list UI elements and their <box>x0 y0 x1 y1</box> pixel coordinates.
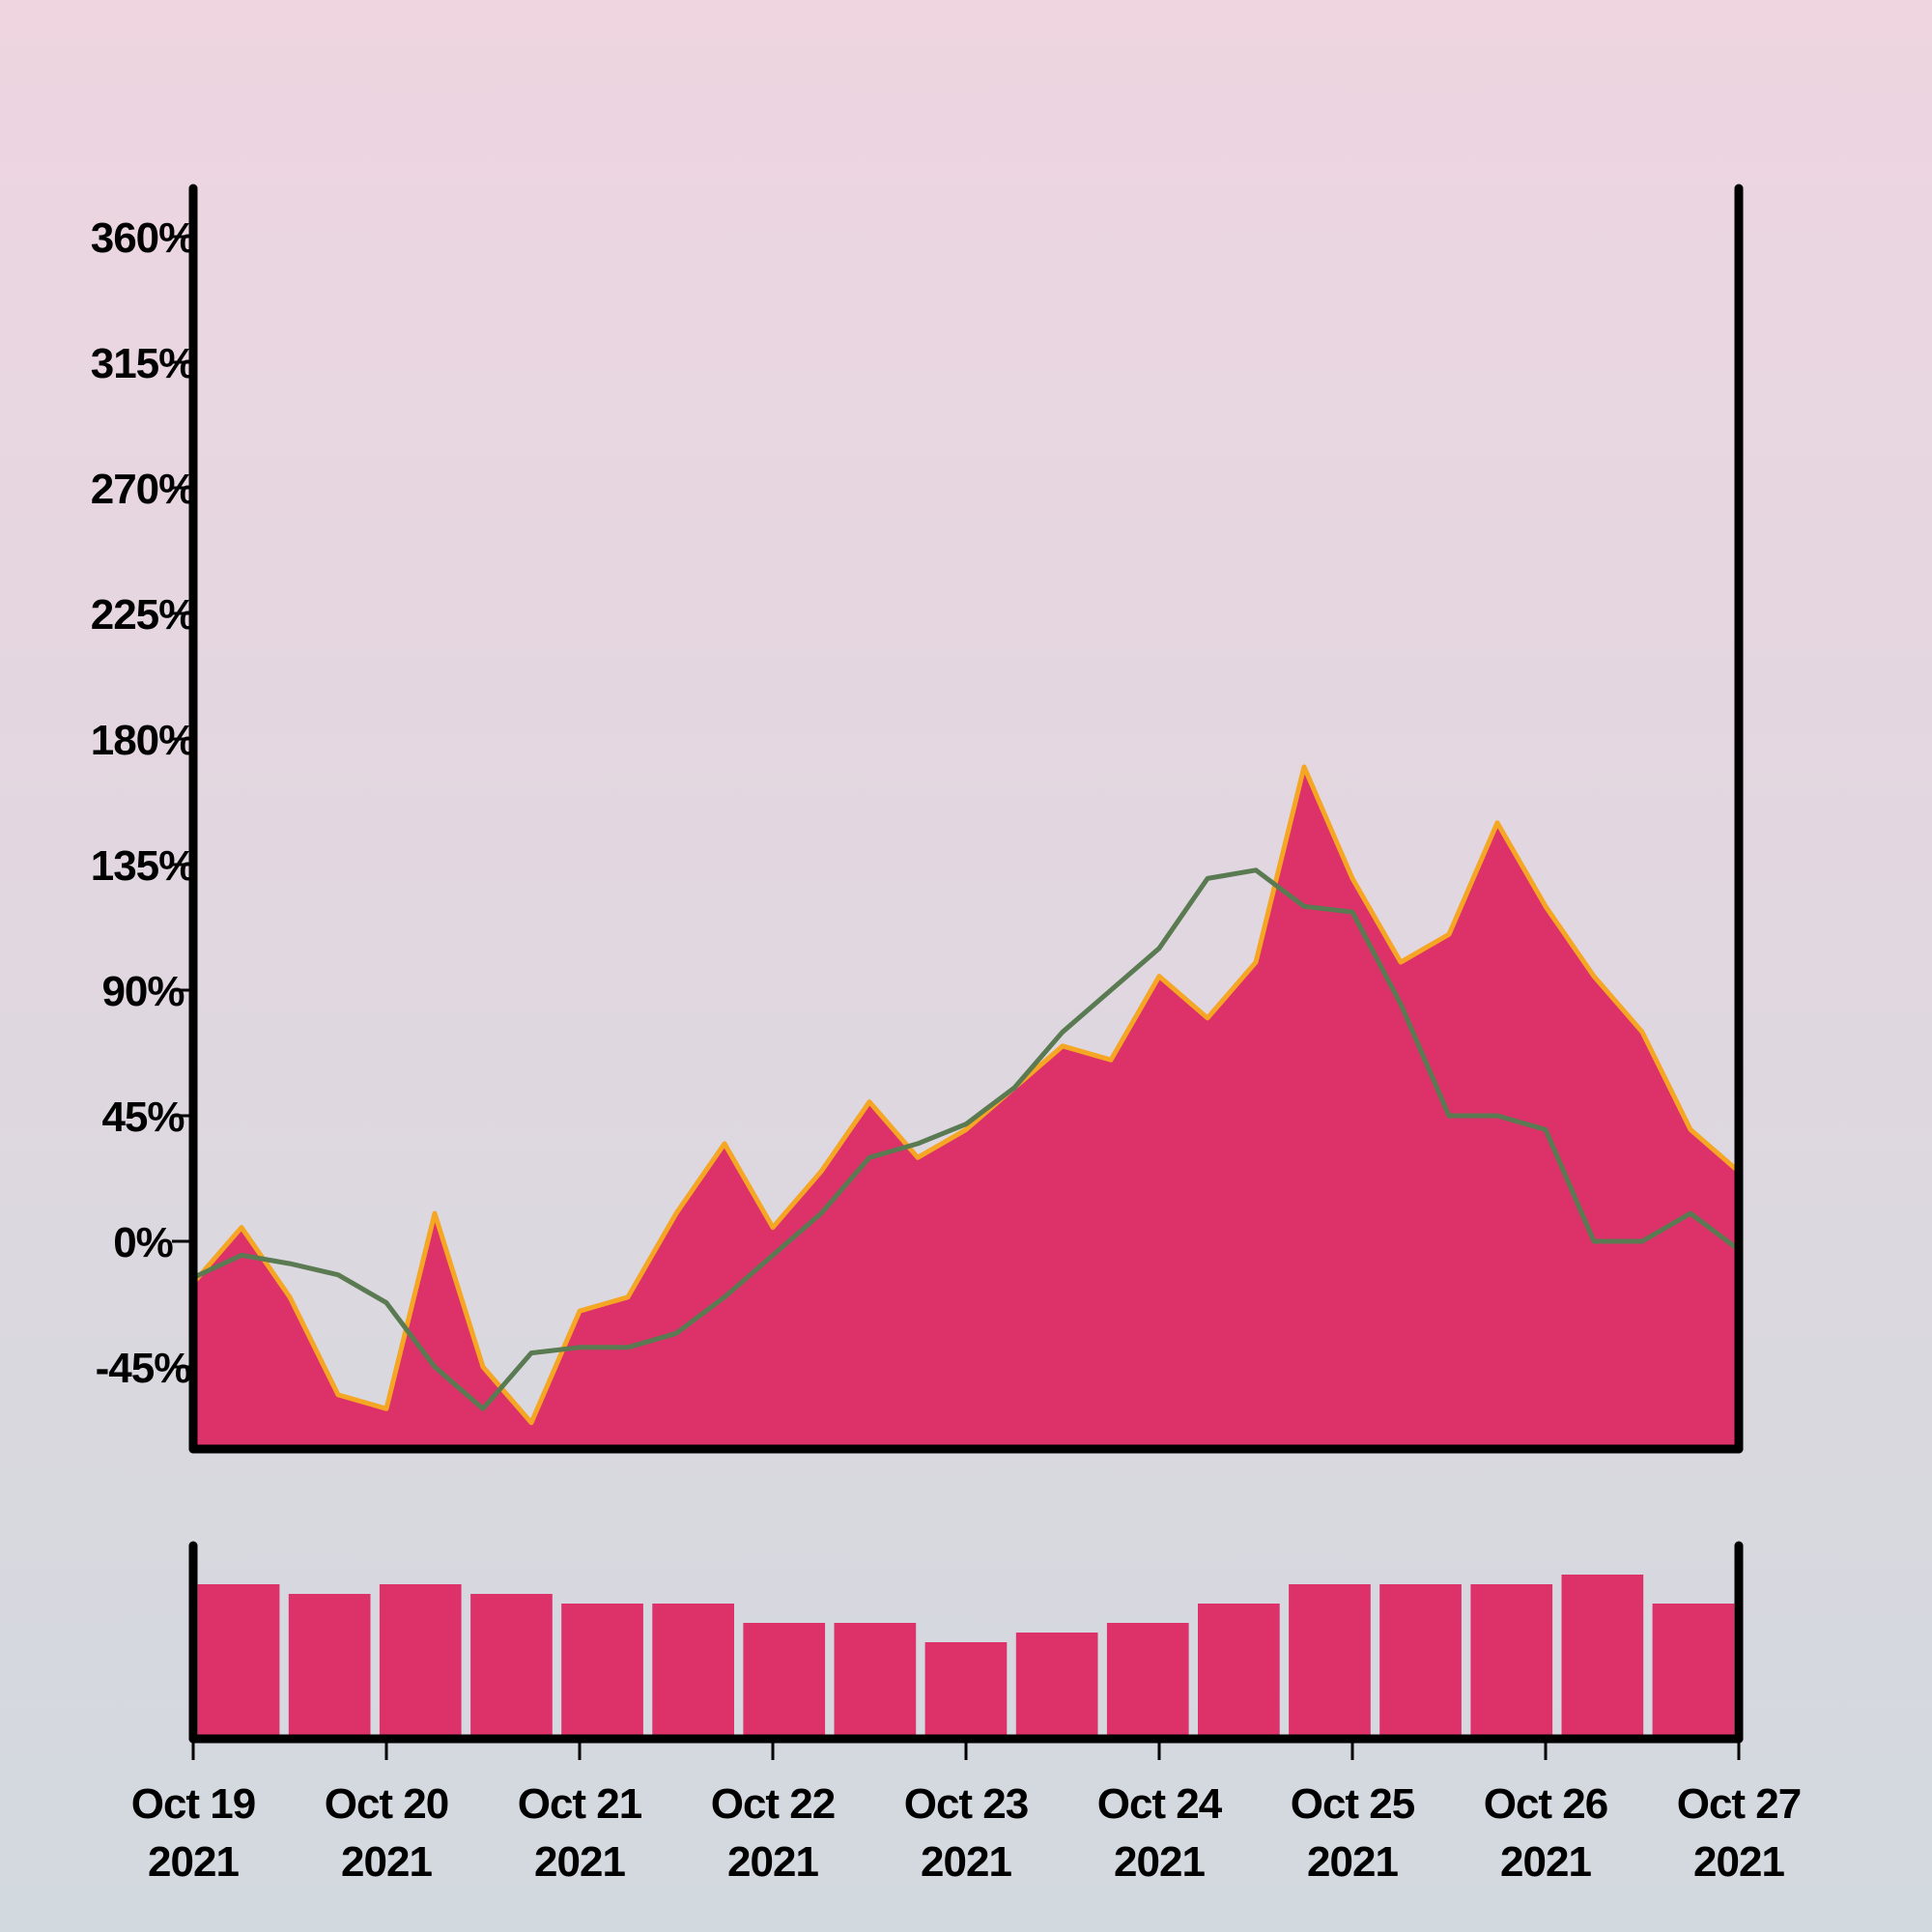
y-tick-label-1: 0% <box>113 1219 173 1266</box>
x-tick-label-line1-3: Oct 22 <box>711 1780 836 1828</box>
volume-bar-15 <box>1561 1575 1644 1739</box>
x-tick-label-line1-6: Oct 25 <box>1291 1780 1415 1828</box>
y-axis: -45% 0% 45% 90% 135% 180% 225% 270% 315% 360% <box>91 184 1744 1744</box>
y-tick-label-5: 180% <box>91 717 196 764</box>
x-tick-label-line2-2: 2021 <box>534 1838 625 1886</box>
x-tick-label-line2-7: 2021 <box>1500 1838 1591 1886</box>
x-tick-label-line2-8: 2021 <box>1693 1838 1784 1886</box>
volume-bar-14 <box>1470 1584 1553 1739</box>
volume-bar-10 <box>1106 1623 1189 1739</box>
x-tick-label-line1-7: Oct 26 <box>1484 1780 1608 1828</box>
volume-bar-13 <box>1379 1584 1462 1739</box>
y-tick-label-0: -45% <box>96 1345 191 1392</box>
x-tick-label-line2-6: 2021 <box>1307 1838 1398 1886</box>
y-tick-label-6: 225% <box>91 591 196 639</box>
x-tick-label-line1-2: Oct 21 <box>518 1780 642 1828</box>
x-tick-label-line2-4: 2021 <box>921 1838 1011 1886</box>
x-tick-label-line1-4: Oct 23 <box>904 1780 1029 1828</box>
volume-bar-11 <box>1198 1604 1280 1739</box>
volume-bar-12 <box>1289 1584 1371 1739</box>
volume-bar-0 <box>197 1584 280 1739</box>
x-axis: Oct 19 2021 Oct 20 2021 Oct 21 2021 Oct 22 2021… <box>131 1739 1802 1886</box>
y-tick-label-2: 45% <box>101 1094 184 1141</box>
volume-bar-1 <box>288 1594 371 1739</box>
price-plot <box>190 764 1742 1449</box>
volume-bar-4 <box>561 1604 643 1739</box>
volume-bar-16 <box>1652 1604 1735 1739</box>
y-tick-label-4: 135% <box>91 842 196 890</box>
volume-bar-9 <box>1015 1633 1098 1739</box>
y-tick-label-9: 360% <box>91 214 196 262</box>
volume-bar-5 <box>652 1604 734 1739</box>
x-tick-label-line1-1: Oct 20 <box>325 1780 449 1828</box>
volume-bar-6 <box>743 1623 826 1739</box>
x-tick-label-line2-1: 2021 <box>341 1838 432 1886</box>
volume-bar-7 <box>834 1623 917 1739</box>
y-tick-label-7: 270% <box>91 466 196 513</box>
x-tick-label-line1-8: Oct 27 <box>1677 1780 1802 1828</box>
x-tick-label-line2-0: 2021 <box>148 1838 239 1886</box>
volume-plot <box>197 1575 1735 1739</box>
volume-bar-2 <box>379 1584 462 1739</box>
volume-bar-3 <box>470 1594 553 1739</box>
y-tick-label-8: 315% <box>91 340 196 387</box>
x-tick-label-line2-5: 2021 <box>1114 1838 1205 1886</box>
x-tick-label-line1-0: Oct 19 <box>131 1780 256 1828</box>
moving-average-line <box>190 867 1742 1411</box>
volume-bar-8 <box>924 1642 1008 1739</box>
x-tick-label-line2-3: 2021 <box>727 1838 818 1886</box>
x-tick-label-line1-5: Oct 24 <box>1097 1780 1223 1828</box>
area-fill <box>193 766 1739 1449</box>
y-tick-label-3: 90% <box>101 968 184 1015</box>
